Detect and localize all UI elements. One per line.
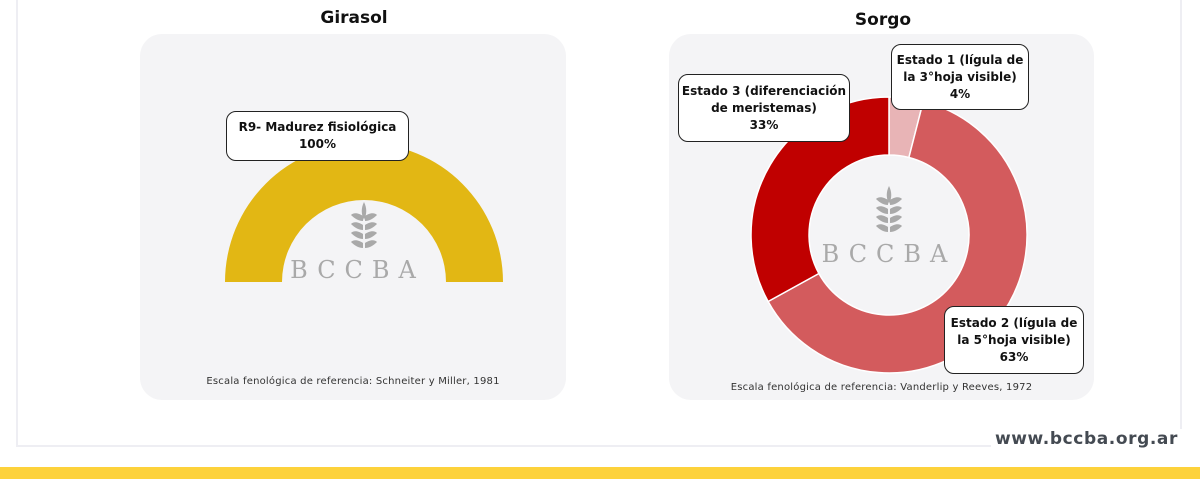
content-frame [16, 0, 1182, 447]
label-category-line1: Estado 1 (lígula de [896, 52, 1024, 67]
label-value: 63% [999, 349, 1029, 364]
girasol-semi-donut-chart [225, 143, 503, 282]
accent-bar [0, 467, 1200, 479]
girasol-segment-r9[interactable] [225, 143, 503, 282]
sorgo-segment-estado-3[interactable] [750, 96, 890, 303]
label-value: 4% [949, 86, 971, 101]
website-link[interactable]: www.bccba.org.ar [990, 429, 1182, 449]
girasol-title: Girasol [320, 8, 388, 28]
wheat-logo-icon [351, 202, 377, 248]
label-value: 100% [298, 137, 337, 151]
sorgo-donut-chart [750, 96, 1028, 374]
label-category-line2: la 5°hoja visible) [957, 332, 1071, 347]
sorgo-label-estado-1: Estado 1 (lígula de la 3°hoja visible) 4… [891, 44, 1029, 110]
wheat-logo-icon [876, 186, 902, 232]
label-category-line2: la 3°hoja visible) [903, 69, 1017, 84]
sorgo-segment-estado-2[interactable] [767, 100, 1028, 374]
girasol-data-label: R9- Madurez fisiológica 100% [226, 111, 409, 161]
girasol-footnote: Escala fenológica de referencia: Schneit… [206, 376, 500, 387]
sorgo-footnote: Escala fenológica de referencia: Vanderl… [730, 382, 1033, 393]
label-value: 33% [749, 117, 779, 132]
label-category: R9- Madurez fisiológica [238, 120, 397, 134]
label-category-line1: Estado 2 (lígula de [950, 315, 1078, 330]
bccba-watermark: BCCBA [290, 256, 425, 284]
sorgo-label-estado-2: Estado 2 (lígula de la 5°hoja visible) 6… [944, 306, 1084, 374]
girasol-card: BCCBA R9- Madurez fisiológica 100% Escal… [140, 34, 566, 400]
label-category-line1: Estado 3 (diferenciación [681, 83, 847, 98]
sorgo-title: Sorgo [854, 10, 912, 30]
label-category-line2: de meristemas) [711, 100, 817, 115]
sorgo-card: BCCBA Estado 1 (lígula de la 3°hoja visi… [669, 34, 1094, 400]
bccba-watermark: BCCBA [821, 240, 957, 268]
sorgo-label-estado-3: Estado 3 (diferenciación de meristemas) … [678, 74, 850, 142]
